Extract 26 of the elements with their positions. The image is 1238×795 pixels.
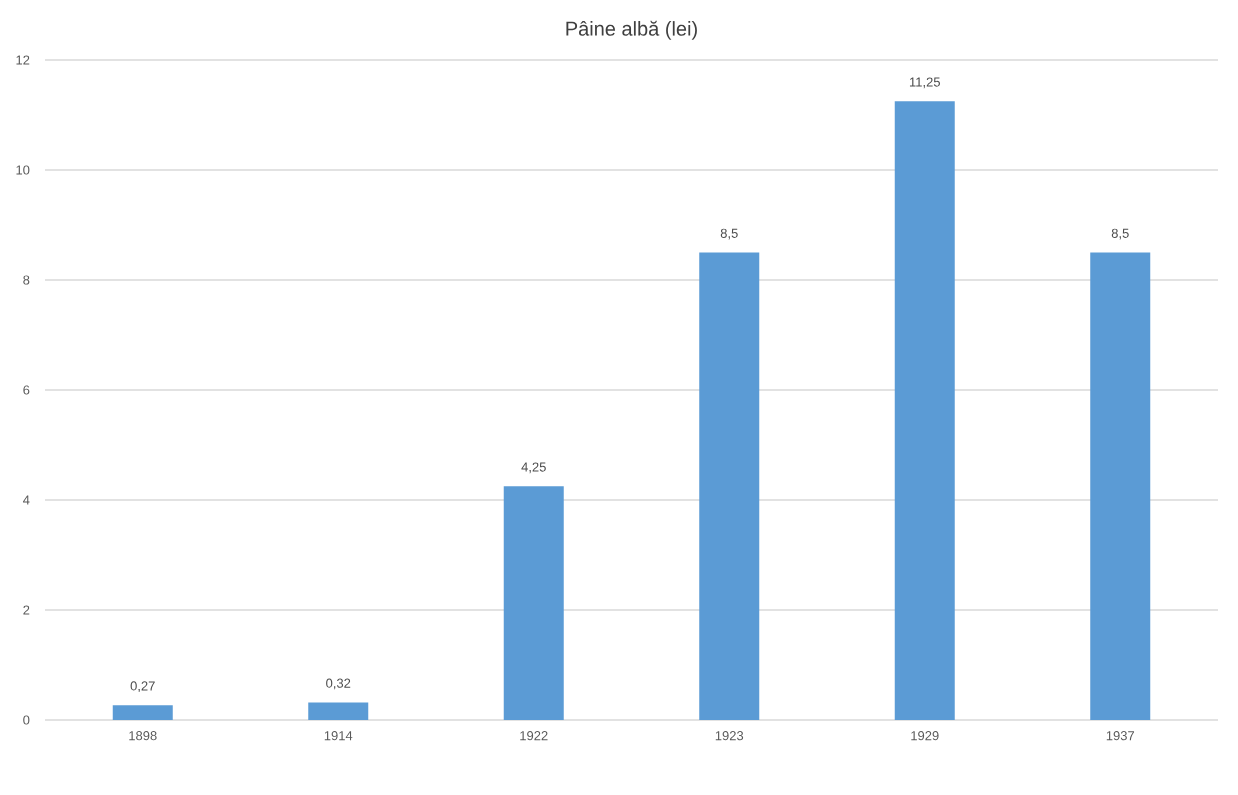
y-tick-label: 12	[16, 55, 30, 65]
bar	[699, 252, 760, 720]
y-tick-label: 8	[23, 275, 30, 285]
y-tick-label: 4	[23, 495, 30, 505]
bar	[503, 486, 564, 720]
chart-title: Pâine albă (lei)	[566, 20, 697, 40]
bar	[308, 702, 369, 720]
data-label: 0,32	[326, 678, 351, 690]
y-tick-label: 10	[16, 165, 30, 175]
x-tick-label: 1922	[520, 731, 548, 741]
data-label: 11,25	[909, 77, 940, 89]
y-tick-label: 2	[23, 605, 30, 615]
y-tick-label: 6	[23, 385, 30, 395]
x-tick-label: 1929	[911, 731, 939, 741]
data-label: 4,25	[521, 462, 546, 474]
bar	[1090, 252, 1151, 720]
x-tick-label: 1937	[1106, 731, 1135, 741]
data-label: 8,5	[720, 228, 738, 240]
bar	[894, 101, 955, 720]
x-tick-label: 1923	[715, 731, 744, 741]
y-tick-label: 0	[23, 715, 30, 725]
x-tick-label: 1898	[129, 731, 157, 741]
data-label: 8,5	[1111, 228, 1129, 240]
data-label: 0,27	[130, 681, 155, 693]
x-tick-label: 1914	[324, 731, 353, 741]
bar	[112, 705, 173, 720]
